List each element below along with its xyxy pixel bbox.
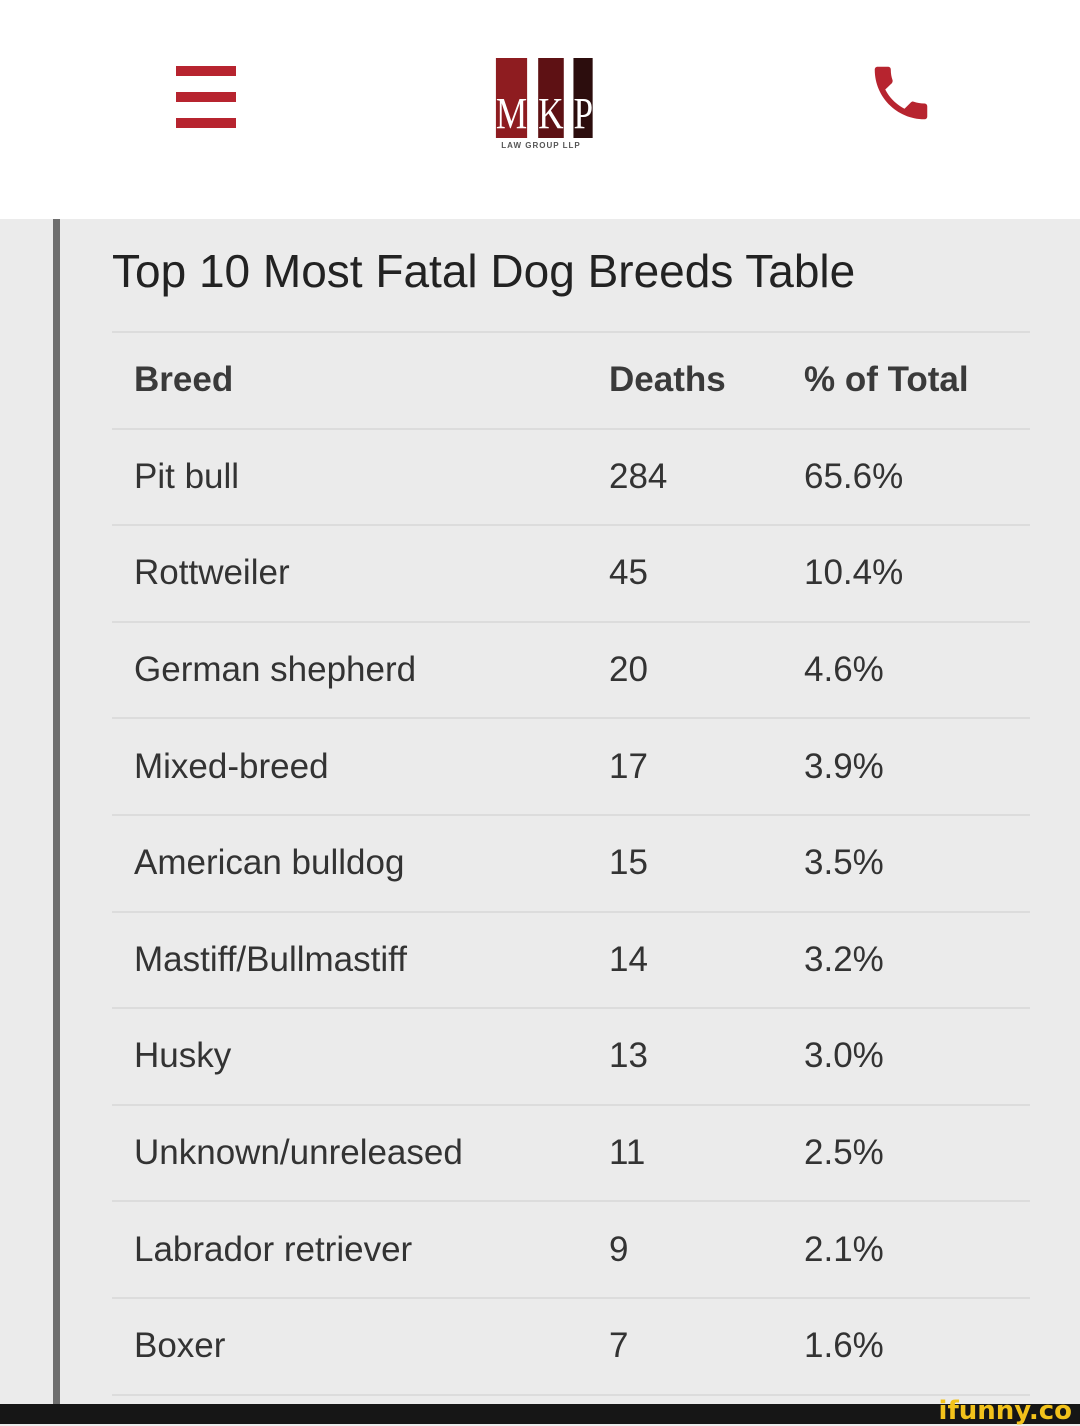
- deaths-cell: 11: [609, 1133, 646, 1173]
- breed-cell: German shepherd: [134, 650, 417, 690]
- deaths-cell: 15: [609, 843, 648, 883]
- page-title: Top 10 Most Fatal Dog Breeds Table: [112, 245, 856, 297]
- deaths-cell: 13: [609, 1036, 648, 1076]
- watermark: ifunny.co: [938, 1396, 1072, 1426]
- hamburger-menu-icon[interactable]: [176, 66, 236, 128]
- column-header-deaths: Deaths: [609, 360, 726, 400]
- breed-cell: Rottweiler: [134, 553, 290, 593]
- table-row: Unknown/unreleased 11 2.5%: [112, 1106, 1030, 1203]
- table-row: Mixed-breed 17 3.9%: [112, 719, 1030, 816]
- breeds-table: Breed Deaths % of Total Pit bull 284 65.6%…: [112, 331, 1030, 1396]
- table-row: Pit bull 284 65.6%: [112, 430, 1030, 527]
- percent-cell: 1.6%: [804, 1326, 884, 1366]
- breed-cell: American bulldog: [134, 843, 405, 883]
- deaths-cell: 14: [609, 939, 648, 979]
- logo-subtitle: LAW GROUP LLP: [501, 141, 581, 150]
- breed-cell: Boxer: [134, 1326, 226, 1366]
- mkp-logo[interactable]: M K P LAW GROUP LLP: [492, 58, 593, 150]
- table-row: German shepherd 20 4.6%: [112, 623, 1030, 720]
- percent-cell: 4.6%: [804, 650, 884, 690]
- percent-cell: 10.4%: [804, 553, 904, 593]
- breed-cell: Unknown/unreleased: [134, 1133, 463, 1173]
- table-row: Rottweiler 45 10.4%: [112, 526, 1030, 623]
- quote-bar: [53, 219, 60, 1404]
- deaths-cell: 45: [609, 553, 648, 593]
- breed-cell: Mixed-breed: [134, 746, 329, 786]
- breed-cell: Pit bull: [134, 456, 240, 496]
- percent-cell: 3.0%: [804, 1036, 884, 1076]
- table-row: American bulldog 15 3.5%: [112, 816, 1030, 913]
- table-row: Labrador retriever 9 2.1%: [112, 1202, 1030, 1299]
- deaths-cell: 284: [609, 456, 668, 496]
- percent-cell: 2.5%: [804, 1133, 884, 1173]
- table-header-row: Breed Deaths % of Total: [112, 333, 1030, 430]
- breed-cell: Mastiff/Bullmastiff: [134, 939, 407, 979]
- table-row: Mastiff/Bullmastiff 14 3.2%: [112, 913, 1030, 1010]
- percent-cell: 3.2%: [804, 939, 884, 979]
- logo-letter: M: [495, 58, 528, 138]
- percent-cell: 2.1%: [804, 1229, 884, 1269]
- deaths-cell: 7: [609, 1326, 629, 1366]
- footer-bar: ifunny.co: [0, 1396, 1080, 1426]
- table-row: Husky 13 3.0%: [112, 1009, 1030, 1106]
- percent-cell: 65.6%: [804, 456, 904, 496]
- logo-letter: P: [573, 58, 593, 138]
- site-header: M K P LAW GROUP LLP: [0, 0, 1080, 219]
- deaths-cell: 20: [609, 650, 648, 690]
- logo-letter: K: [538, 58, 564, 138]
- percent-cell: 3.5%: [804, 843, 884, 883]
- column-header-percent: % of Total: [804, 360, 969, 400]
- deaths-cell: 9: [609, 1229, 629, 1269]
- percent-cell: 3.9%: [804, 746, 884, 786]
- table-row: Boxer 7 1.6%: [112, 1299, 1030, 1396]
- column-header-breed: Breed: [134, 360, 234, 400]
- deaths-cell: 17: [609, 746, 648, 786]
- breed-cell: Husky: [134, 1036, 232, 1076]
- breed-cell: Labrador retriever: [134, 1229, 413, 1269]
- phone-icon[interactable]: [866, 58, 936, 128]
